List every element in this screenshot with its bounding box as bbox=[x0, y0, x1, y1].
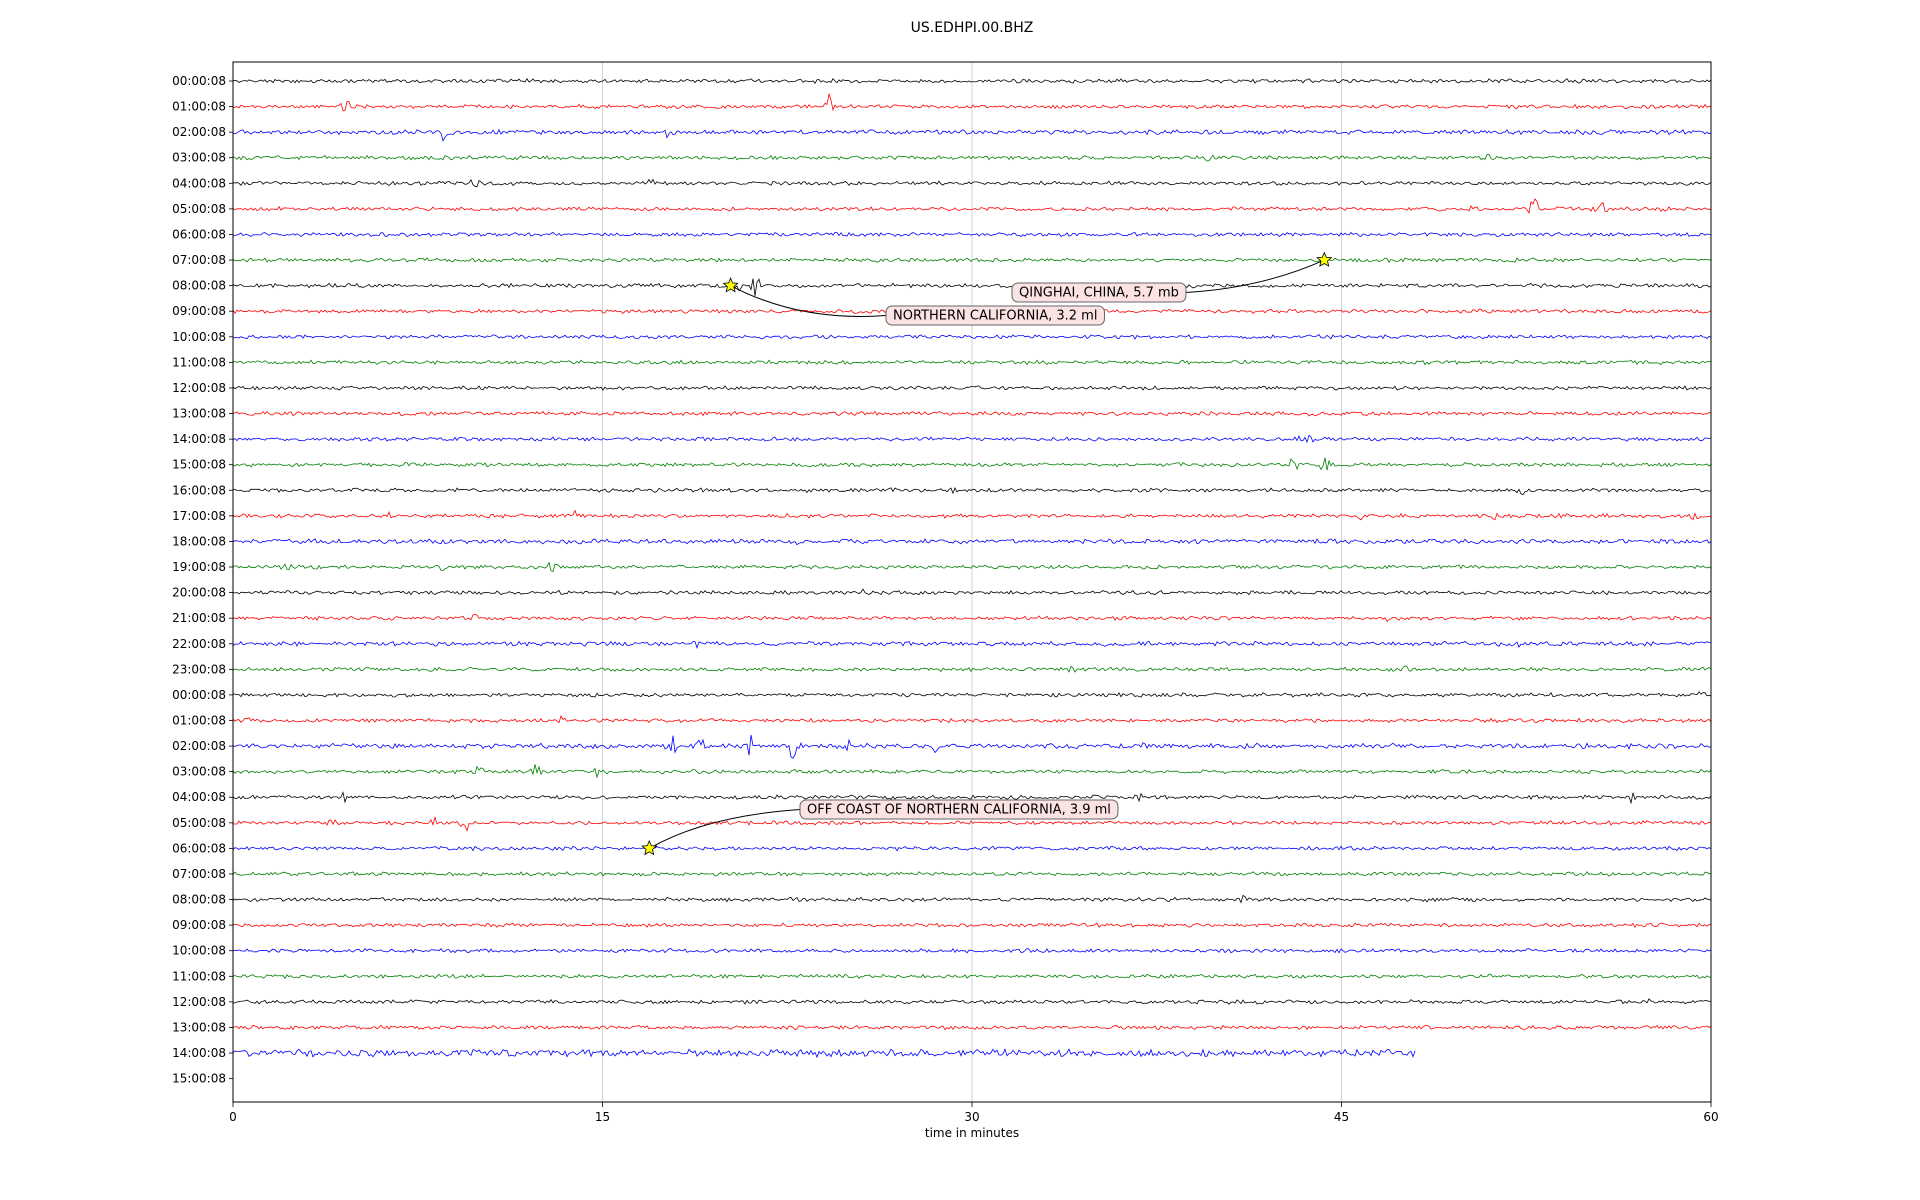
seismogram-trace bbox=[232, 538, 1712, 546]
y-axis-label: 14:00:08 bbox=[172, 432, 226, 446]
y-axis-label: 04:00:08 bbox=[172, 790, 226, 804]
y-axis-label: 12:00:08 bbox=[172, 381, 226, 395]
seismogram-trace bbox=[232, 815, 1712, 832]
seismogram-trace bbox=[232, 509, 1712, 521]
y-axis-label: 14:00:08 bbox=[172, 1046, 226, 1060]
chart-title: US.EDHPI.00.BHZ bbox=[910, 20, 1034, 36]
seismogram-trace bbox=[232, 128, 1712, 142]
y-axis-label: 10:00:08 bbox=[172, 944, 226, 958]
y-axis-label: 07:00:08 bbox=[172, 253, 226, 267]
event-star-icon bbox=[1316, 251, 1333, 267]
seismogram-trace bbox=[232, 334, 1712, 340]
y-axis-label: 07:00:08 bbox=[172, 867, 226, 881]
seismogram-trace bbox=[232, 871, 1712, 877]
y-axis-label: 02:00:08 bbox=[172, 125, 226, 139]
seismogram-trace bbox=[232, 561, 1712, 573]
seismogram-trace bbox=[232, 457, 1712, 471]
seismogram-trace bbox=[232, 922, 1712, 928]
event-annotation-label: NORTHERN CALIFORNIA, 3.2 ml bbox=[893, 309, 1097, 324]
y-axis-label: 08:00:08 bbox=[172, 279, 226, 293]
seismogram-trace bbox=[232, 231, 1712, 238]
y-axis-label: 12:00:08 bbox=[172, 995, 226, 1009]
event-annotation-label: QINGHAI, CHINA, 5.7 mb bbox=[1019, 286, 1179, 301]
event-annotation-box bbox=[1011, 282, 1187, 303]
seismogram-trace bbox=[232, 434, 1712, 444]
y-axis-label: 13:00:08 bbox=[172, 407, 226, 421]
y-axis-label: 08:00:08 bbox=[172, 893, 226, 907]
y-axis-label: 11:00:08 bbox=[172, 355, 226, 369]
y-axis-label: 02:00:08 bbox=[172, 739, 226, 753]
y-axis-label: 05:00:08 bbox=[172, 202, 226, 216]
x-axis-title: time in minutes bbox=[924, 1126, 1020, 1140]
seismogram-trace bbox=[232, 178, 1712, 188]
seismogram-trace bbox=[232, 998, 1712, 1005]
seismogram-trace bbox=[232, 640, 1712, 649]
y-axis-label: 16:00:08 bbox=[172, 483, 226, 497]
seismogram-trace bbox=[232, 278, 1712, 297]
seismogram-trace bbox=[232, 487, 1712, 496]
seismogram-trace bbox=[232, 153, 1712, 162]
seismogram-trace bbox=[232, 973, 1712, 980]
seismogram-trace bbox=[232, 588, 1712, 596]
x-tick-label: 60 bbox=[1703, 1110, 1718, 1124]
y-axis-label: 03:00:08 bbox=[172, 151, 226, 165]
y-axis-label: 23:00:08 bbox=[172, 662, 226, 676]
seismogram-trace bbox=[232, 665, 1712, 673]
event-annotation-label: OFF COAST OF NORTHERN CALIFORNIA, 3.9 ml bbox=[807, 803, 1111, 818]
y-axis-label: 06:00:08 bbox=[172, 841, 226, 855]
y-axis-label: 11:00:08 bbox=[172, 969, 226, 983]
y-axis-label: 15:00:08 bbox=[172, 1072, 226, 1086]
seismogram-trace bbox=[232, 1048, 1416, 1059]
y-axis-label: 00:00:08 bbox=[172, 74, 226, 88]
seismogram-trace bbox=[232, 1024, 1712, 1031]
y-axis-label: 01:00:08 bbox=[172, 100, 226, 114]
seismogram-trace bbox=[232, 385, 1712, 391]
y-axis-label: 09:00:08 bbox=[172, 304, 226, 318]
seismogram-trace bbox=[232, 257, 1712, 263]
event-star-icon bbox=[641, 839, 658, 856]
y-axis-label: 22:00:08 bbox=[172, 637, 226, 651]
y-axis-label: 18:00:08 bbox=[172, 534, 226, 548]
seismogram-trace bbox=[232, 894, 1712, 904]
x-tick-label: 0 bbox=[229, 1110, 237, 1124]
annotation-connector bbox=[1185, 259, 1325, 293]
y-axis-label: 05:00:08 bbox=[172, 816, 226, 830]
annotation-connector bbox=[649, 809, 801, 849]
y-axis-label: 03:00:08 bbox=[172, 765, 226, 779]
y-axis-label: 06:00:08 bbox=[172, 227, 226, 241]
y-axis-label: 10:00:08 bbox=[172, 330, 226, 344]
x-tick-label: 30 bbox=[964, 1110, 979, 1124]
seismogram-trace bbox=[232, 92, 1712, 112]
y-axis-label: 09:00:08 bbox=[172, 918, 226, 932]
seismogram-trace bbox=[232, 764, 1712, 778]
seismogram-trace bbox=[232, 947, 1712, 954]
x-tick-label: 15 bbox=[595, 1110, 610, 1124]
seismogram-trace bbox=[232, 359, 1712, 366]
y-axis-label: 15:00:08 bbox=[172, 458, 226, 472]
x-tick-label: 45 bbox=[1334, 1110, 1349, 1124]
y-axis-label: 13:00:08 bbox=[172, 1020, 226, 1034]
y-axis-label: 19:00:08 bbox=[172, 560, 226, 574]
y-axis-label: 04:00:08 bbox=[172, 176, 226, 190]
y-axis-label: 00:00:08 bbox=[172, 688, 226, 702]
seismogram-trace bbox=[232, 845, 1712, 852]
seismogram-trace bbox=[232, 78, 1712, 84]
event-star-icon bbox=[722, 277, 739, 293]
seismogram-trace bbox=[232, 410, 1712, 417]
y-axis-label: 01:00:08 bbox=[172, 714, 226, 728]
seismogram-trace bbox=[232, 613, 1712, 623]
y-axis-label: 17:00:08 bbox=[172, 509, 226, 523]
event-annotation-box bbox=[885, 305, 1105, 326]
seismogram-trace bbox=[232, 198, 1712, 214]
y-axis-label: 20:00:08 bbox=[172, 586, 226, 600]
seismogram-trace bbox=[232, 691, 1712, 698]
y-axis-label: 21:00:08 bbox=[172, 611, 226, 625]
seismogram-trace bbox=[232, 714, 1712, 724]
seismogram-trace bbox=[232, 791, 1712, 805]
annotation-connector bbox=[730, 285, 887, 317]
seismogram-trace bbox=[232, 734, 1712, 759]
event-annotation-box bbox=[799, 799, 1119, 820]
